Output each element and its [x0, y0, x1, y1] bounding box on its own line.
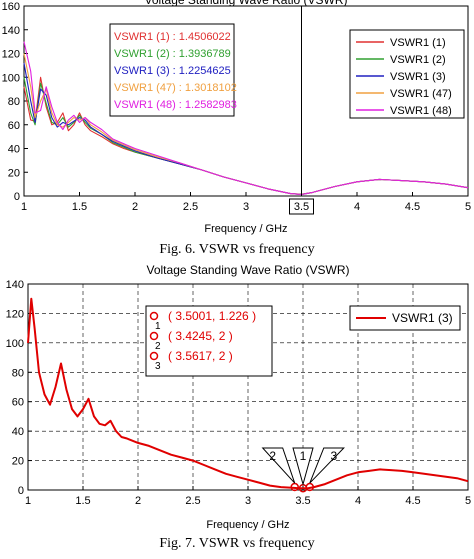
x-tick-label: 2.5 [185, 495, 200, 507]
callout-label: 3 [330, 449, 337, 463]
legend-label: VSWR1 (2) [390, 54, 446, 66]
y-tick-label: 160 [2, 1, 20, 13]
y-tick-label: 100 [6, 338, 24, 350]
annotation-marker-icon [149, 331, 159, 341]
y-tick-label: 80 [8, 96, 20, 108]
chart-canvas-fig6: Voltage Standing Wave Ratio (VSWR) 1 1.5 2 2… [2, 0, 471, 235]
x-tick-label: 4.5 [405, 201, 420, 213]
annotation-marker-icon [149, 351, 159, 361]
vswr-chart-fig6: Voltage Standing Wave Ratio (VSWR) 1 1.5 2 2… [0, 0, 474, 262]
y-tick-label: 40 [12, 426, 24, 438]
legend-label: VSWR1 (1) [390, 37, 446, 49]
x-tick-label: 3 [243, 201, 249, 213]
x-tick-label: 1 [25, 495, 31, 507]
callout-label: 1 [300, 449, 307, 463]
x-axis-label: Frequency / GHz [206, 519, 289, 531]
x-tick-label: 4 [354, 201, 360, 213]
annotation-id: 1 [155, 321, 161, 332]
x-tick-label: 1.5 [72, 201, 87, 213]
y-tick-label: 140 [2, 25, 20, 37]
legend-label: VSWR1 (3) [390, 71, 446, 83]
vswr-chart-fig7: Voltage Standing Wave Ratio (VSWR) 1 1.5 2 2… [0, 262, 474, 554]
y-tick-label: 0 [14, 191, 20, 203]
legend-box [349, 29, 465, 119]
legend-label: VSWR1 (47) [390, 88, 452, 100]
x-tick-label: 5 [465, 201, 471, 213]
series-line-5 [23, 41, 469, 196]
x-tick-label: 1 [21, 201, 27, 213]
curve-point-marker [305, 482, 315, 492]
readout-text: VSWR1 (48) : 1.2582983 [114, 99, 237, 111]
x-tick-label: 5 [465, 495, 471, 507]
y-tick-label: 140 [6, 279, 24, 291]
y-tick-label: 80 [12, 367, 24, 379]
annotation-text: ( 3.4245, 2 ) [168, 329, 233, 343]
annotation-id: 2 [155, 341, 161, 352]
legend-label: VSWR1 (3) [392, 311, 453, 325]
curve-point-marker [290, 482, 299, 492]
readout-text: VSWR1 (47) : 1.3018102 [114, 82, 237, 94]
marker-label: 3.5 [294, 201, 309, 213]
y-tick-label: 40 [8, 144, 20, 156]
callout-label: 2 [269, 449, 276, 463]
figure-caption-6: Fig. 6. VSWR vs frequency [159, 242, 315, 257]
chart-canvas-fig7: Voltage Standing Wave Ratio (VSWR) 1 1.5 2 2… [6, 263, 471, 531]
y-tick-label: 60 [12, 397, 24, 409]
readout-box [109, 23, 235, 117]
y-tick-label: 20 [12, 456, 24, 468]
figure-caption-7: Fig. 7. VSWR vs frequency [159, 536, 315, 551]
y-tick-label: 120 [2, 49, 20, 61]
x-tick-label: 4 [355, 495, 361, 507]
callout-triangle [292, 447, 314, 487]
readout-text: VSWR1 (3) : 1.2254625 [114, 65, 231, 77]
annotation-text: ( 3.5617, 2 ) [168, 349, 233, 363]
x-tick-label: 1.5 [75, 495, 90, 507]
x-tick-label: 3.5 [295, 495, 310, 507]
y-tick-label: 20 [8, 167, 20, 179]
y-tick-label: 100 [2, 72, 20, 84]
chart-title: Voltage Standing Wave Ratio (VSWR) [145, 0, 348, 7]
x-tick-label: 2 [132, 201, 138, 213]
annotation-list-box [145, 305, 273, 377]
legend-label: VSWR1 (48) [390, 105, 452, 117]
x-axis-label: Frequency / GHz [204, 223, 287, 235]
callout-triangle [261, 447, 296, 484]
y-tick-label: 0 [18, 485, 24, 497]
annotation-id: 3 [155, 361, 161, 372]
y-tick-label: 120 [6, 308, 24, 320]
y-tick-label: 60 [8, 120, 20, 132]
x-tick-label: 3 [245, 495, 251, 507]
chart-title: Voltage Standing Wave Ratio (VSWR) [147, 263, 350, 277]
annotation-text: ( 3.5001, 1.226 ) [168, 309, 256, 323]
callout-triangle [309, 447, 345, 484]
x-tick-label: 2 [135, 495, 141, 507]
x-tick-label: 4.5 [405, 495, 420, 507]
readout-text: VSWR1 (1) : 1.4506022 [114, 31, 231, 43]
readout-text: VSWR1 (2) : 1.3936789 [114, 48, 231, 60]
annotation-marker-icon [149, 311, 159, 321]
marker-label-box [289, 198, 314, 215]
series-line-1 [27, 297, 469, 490]
x-tick-label: 2.5 [183, 201, 198, 213]
